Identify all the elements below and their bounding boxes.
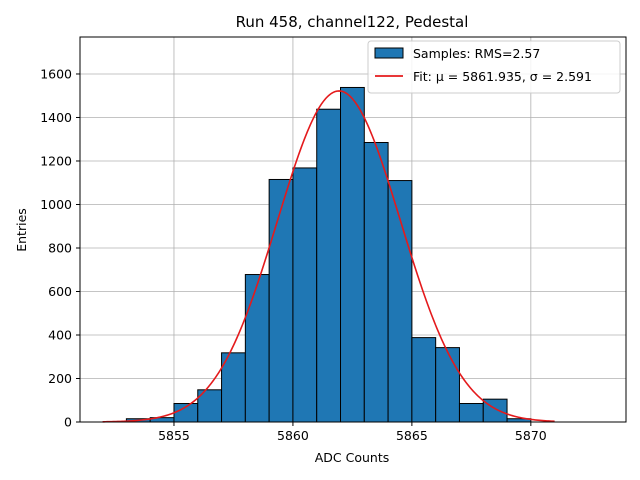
x-tick-label: 5870 — [515, 428, 547, 443]
y-tick-label: 400 — [48, 327, 72, 342]
chart-title: Run 458, channel122, Pedestal — [236, 13, 469, 31]
y-tick-label: 600 — [48, 284, 72, 299]
legend-label-fit: Fit: μ = 5861.935, σ = 2.591 — [413, 69, 592, 84]
histogram-bar — [435, 347, 460, 423]
fit-curve-group — [102, 90, 555, 423]
y-tick-label: 0 — [64, 415, 72, 430]
legend-box — [367, 40, 621, 94]
plot-frame — [79, 36, 627, 423]
y-axis-ticks: 0 200 400 600 800 1000 1200 1400 1600 — [40, 66, 80, 430]
histogram-bar — [363, 141, 389, 423]
legend: Samples: RMS=2.57 Fit: μ = 5861.935, σ =… — [367, 40, 621, 94]
histogram-bar — [292, 167, 318, 423]
y-tick-label: 1200 — [40, 153, 72, 168]
x-axis-ticks: 5855 5860 5865 5870 — [158, 422, 547, 443]
y-tick-label: 800 — [48, 240, 72, 255]
histogram-bar — [244, 274, 270, 423]
y-tick-label: 1000 — [40, 197, 72, 212]
histogram-bar — [340, 86, 365, 423]
histogram-bars — [125, 86, 532, 423]
y-tick-label: 1400 — [40, 110, 72, 125]
x-axis-label: ADC Counts — [315, 450, 390, 465]
y-axis-label: Entries — [14, 208, 29, 252]
histogram-bar — [458, 403, 484, 423]
y-tick-label: 1600 — [40, 66, 72, 81]
fit-curve — [102, 90, 555, 423]
histogram-bar — [316, 108, 342, 423]
legend-label-samples: Samples: RMS=2.57 — [413, 46, 540, 61]
legend-bar-swatch — [374, 47, 404, 59]
y-tick-label: 200 — [48, 371, 72, 386]
x-tick-label: 5855 — [158, 428, 190, 443]
x-tick-label: 5860 — [277, 428, 309, 443]
histogram-bar — [268, 178, 294, 423]
histogram-bar — [411, 337, 437, 423]
x-tick-label: 5865 — [396, 428, 428, 443]
